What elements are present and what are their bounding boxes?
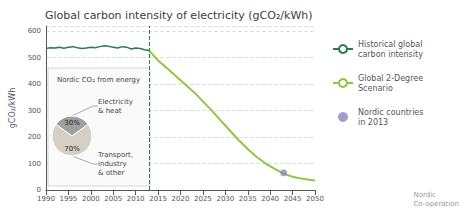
svg-text:200: 200 <box>28 133 41 141</box>
svg-text:2015: 2015 <box>149 195 167 203</box>
svg-text:2035: 2035 <box>239 195 257 203</box>
svg-text:70%: 70% <box>64 145 80 153</box>
svg-text:Transport,: Transport, <box>97 151 133 159</box>
svg-text:600: 600 <box>28 27 41 35</box>
svg-text:30%: 30% <box>64 119 80 127</box>
svg-text:2045: 2045 <box>284 195 302 203</box>
svg-text:1995: 1995 <box>60 195 78 203</box>
svg-text:100: 100 <box>28 160 41 168</box>
svg-text:industry: industry <box>98 160 127 168</box>
svg-text:& heat: & heat <box>98 107 122 115</box>
svg-text:Scenario: Scenario <box>358 84 393 93</box>
svg-text:2005: 2005 <box>104 195 122 203</box>
svg-text:0: 0 <box>37 186 41 194</box>
svg-text:500: 500 <box>28 54 41 62</box>
svg-text:2010: 2010 <box>127 195 145 203</box>
svg-text:1990: 1990 <box>37 195 55 203</box>
svg-text:Global 2-Degree: Global 2-Degree <box>358 74 423 83</box>
svg-text:carbon intensity: carbon intensity <box>358 50 423 59</box>
svg-text:2000: 2000 <box>82 195 100 203</box>
svg-text:400: 400 <box>28 80 41 88</box>
svg-text:Global carbon intensity of ele: Global carbon intensity of electricity (… <box>45 9 313 22</box>
svg-text:2050: 2050 <box>306 195 324 203</box>
svg-text:in 2013: in 2013 <box>358 118 388 127</box>
svg-text:2040: 2040 <box>261 195 279 203</box>
svg-text:Nordic countries: Nordic countries <box>358 108 423 117</box>
svg-text:Nordic CO₂ from energy: Nordic CO₂ from energy <box>57 76 140 84</box>
svg-text:Nordic: Nordic <box>413 191 436 199</box>
svg-text:2030: 2030 <box>216 195 234 203</box>
svg-text:2020: 2020 <box>172 195 190 203</box>
svg-text:gCO₂/kWh: gCO₂/kWh <box>8 88 17 128</box>
svg-text:2025: 2025 <box>194 195 212 203</box>
svg-text:Co-operation: Co-operation <box>413 200 459 208</box>
svg-text:Electricity: Electricity <box>98 98 133 106</box>
svg-text:Historical global: Historical global <box>358 40 422 49</box>
svg-text:& other: & other <box>98 169 124 177</box>
svg-text:300: 300 <box>28 107 41 115</box>
